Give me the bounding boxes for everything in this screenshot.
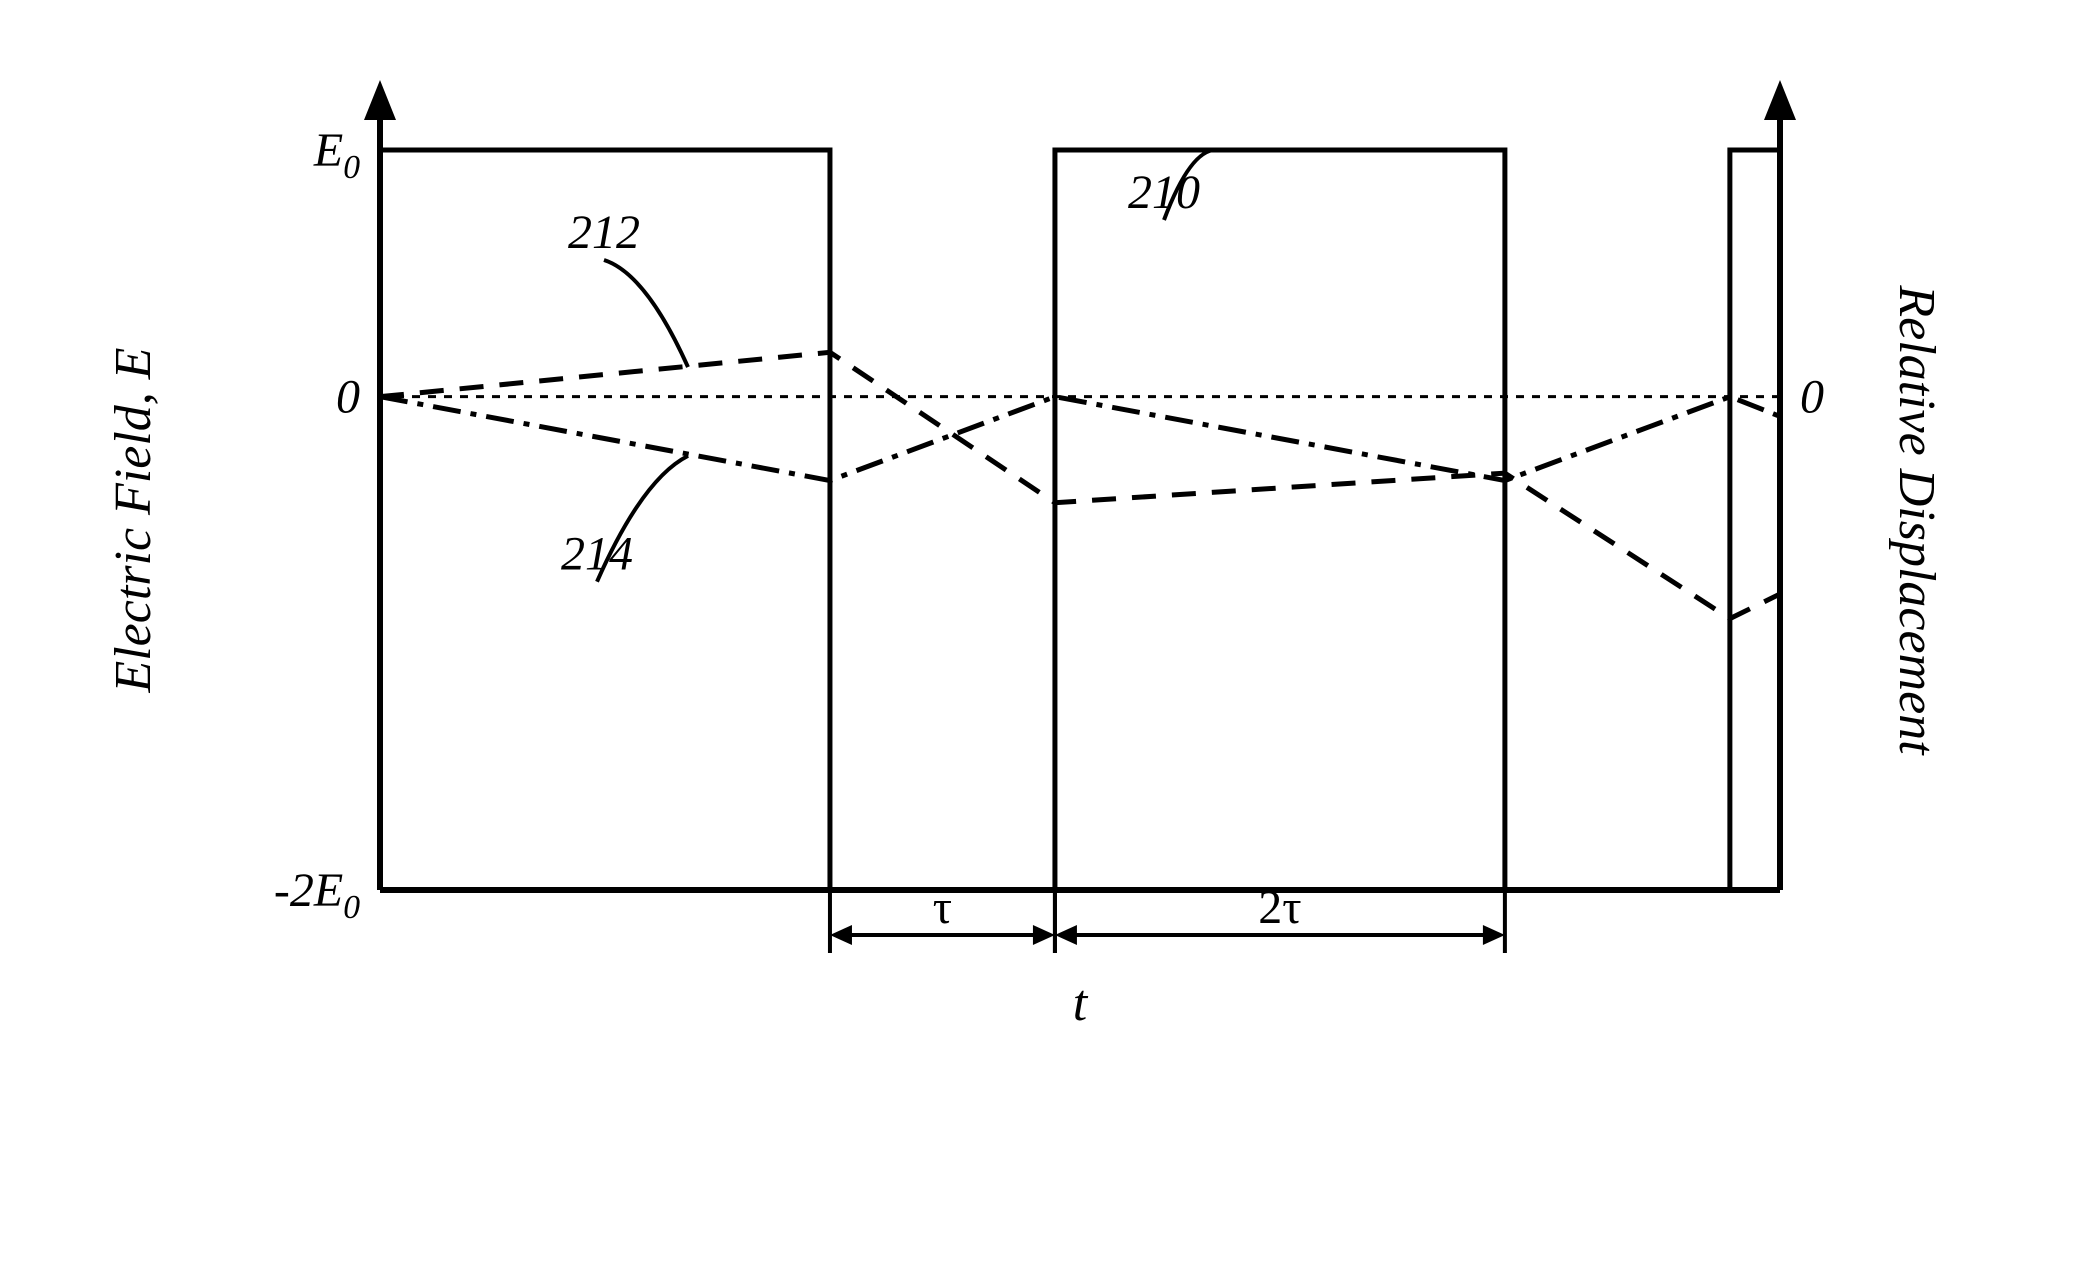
dim-tau-arrow-l xyxy=(830,925,852,945)
right-zero-label: 0 xyxy=(1800,371,1824,424)
dim-2tau-arrow-l xyxy=(1055,925,1077,945)
ref-214-label: 214 xyxy=(561,528,633,581)
dim-tau-label: τ xyxy=(933,881,952,934)
y-tick-label: -2E0 xyxy=(274,864,360,926)
ref-212-label: 212 xyxy=(568,206,640,259)
dim-2tau-arrow-r xyxy=(1483,925,1505,945)
dim-tau-arrow-r xyxy=(1033,925,1055,945)
y-tick-label: E0 xyxy=(313,124,360,186)
y-axis-left-arrow xyxy=(364,80,396,120)
y-tick-label: 0 xyxy=(336,371,360,424)
y-axis-right-label: Relative Displacement xyxy=(1888,284,1945,756)
ref-210-label: 210 xyxy=(1128,166,1200,219)
ref-212-leader xyxy=(604,260,688,367)
y-axis-left-label: Electric Field, E xyxy=(105,347,162,693)
figure-container: E0 0 -2E0 0 Electric Field, E Relative Displa… xyxy=(0,0,2081,1264)
square-wave-210 xyxy=(380,150,1780,890)
figure-svg: E0 0 -2E0 0 Electric Field, E Relative Displa… xyxy=(0,0,2081,1264)
y-axis-right-arrow xyxy=(1764,80,1796,120)
line-214 xyxy=(380,397,1780,481)
dim-2tau-label: 2τ xyxy=(1258,881,1301,934)
x-axis-label: t xyxy=(1073,975,1089,1032)
